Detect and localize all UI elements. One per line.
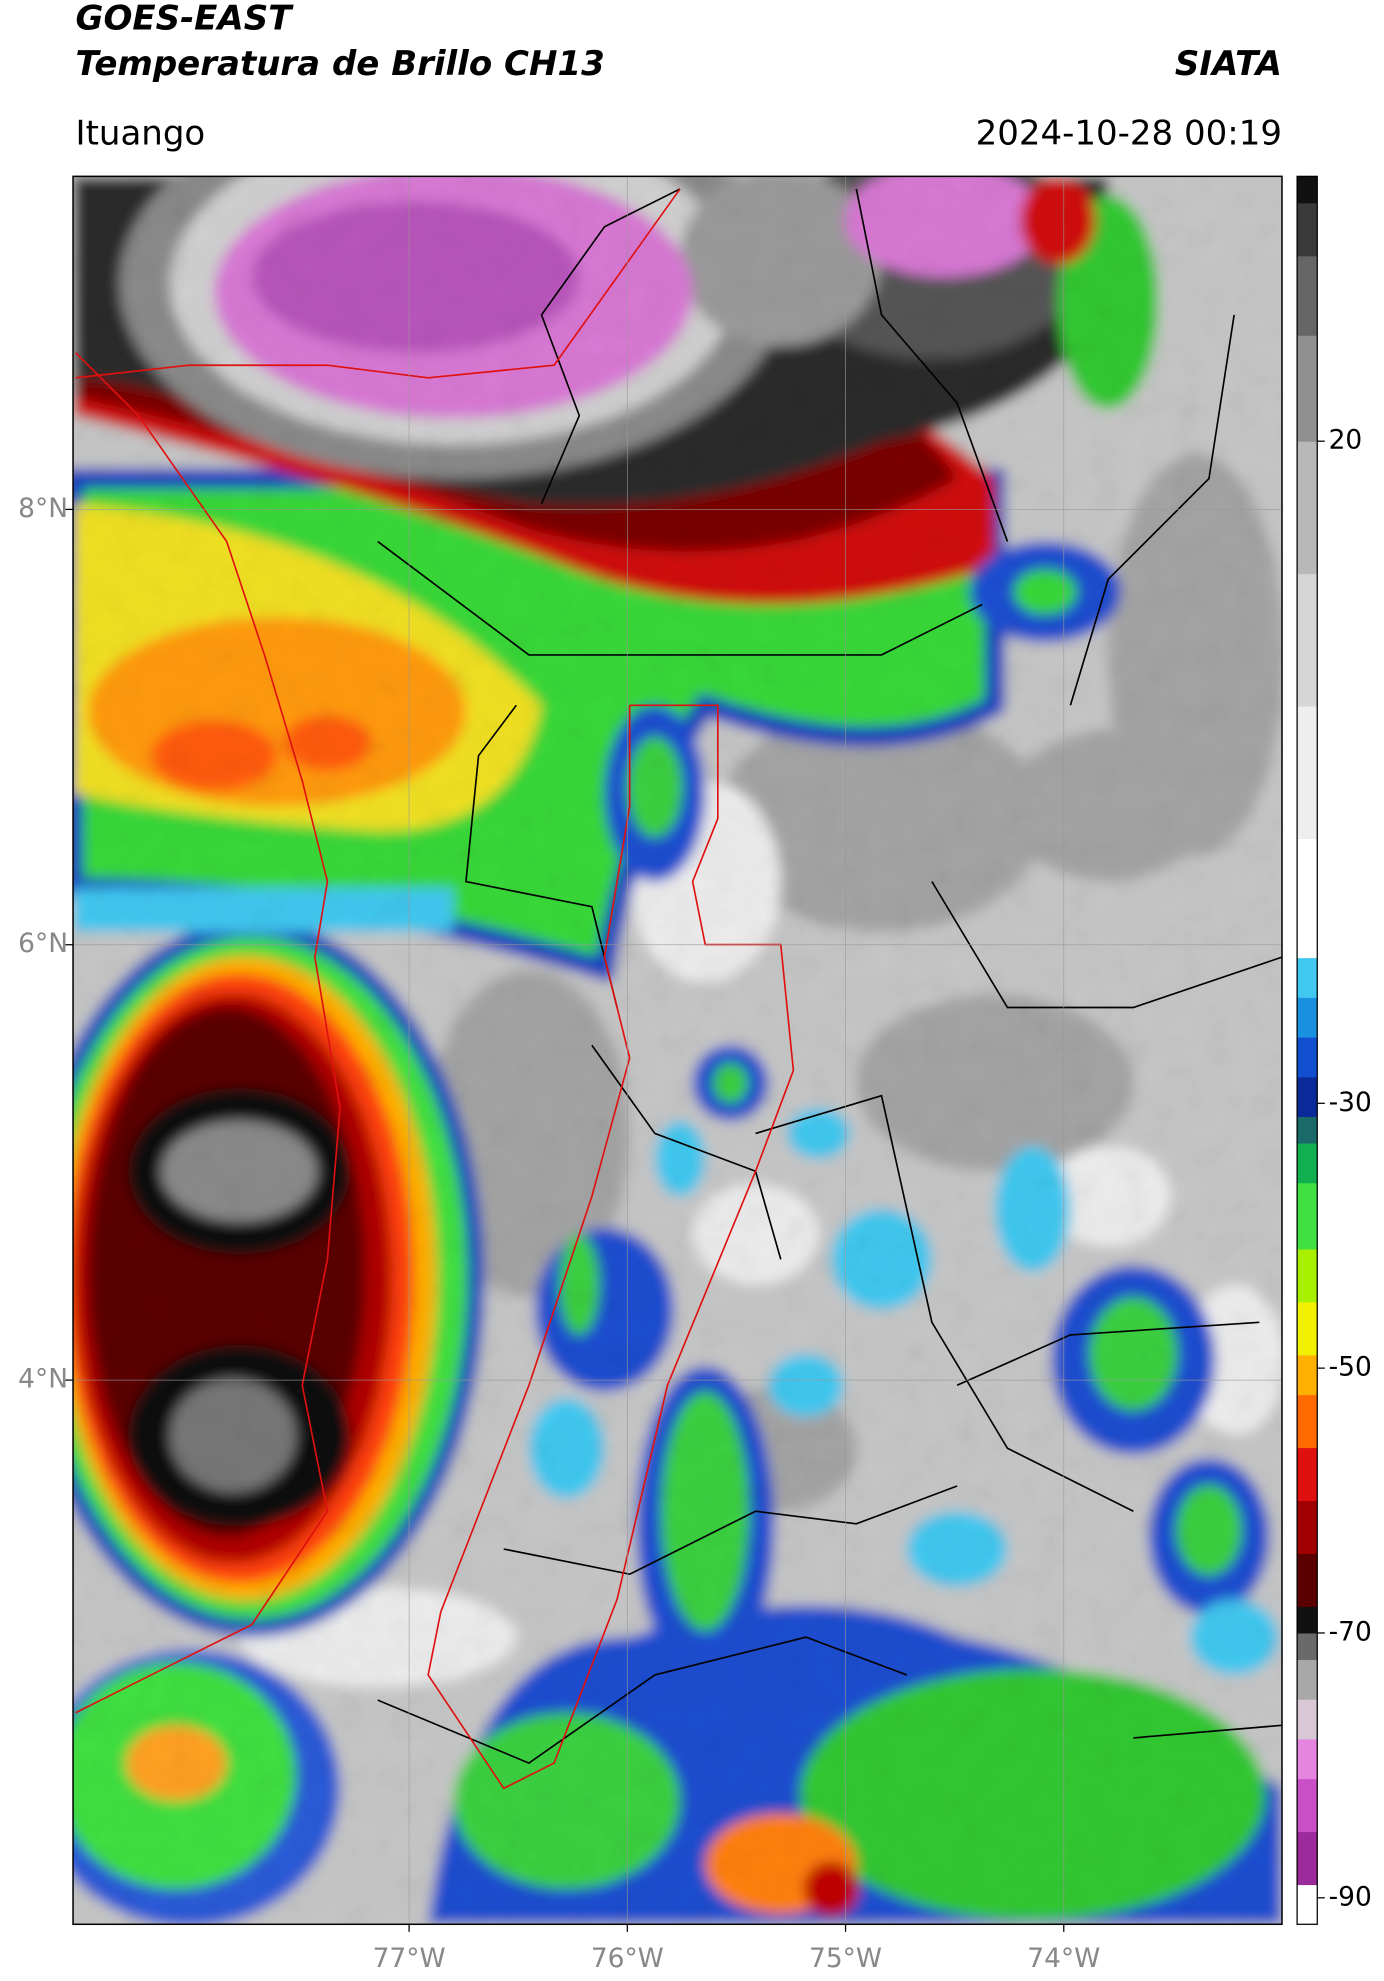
colorbar-tick-label: -70 xyxy=(1329,1616,1372,1647)
colorbar-segment xyxy=(1297,1632,1318,1660)
colorbar-segment xyxy=(1297,573,1318,707)
colorbar-tick-label: -30 xyxy=(1329,1087,1372,1118)
border xyxy=(503,1485,958,1576)
colorbar-segment xyxy=(1297,255,1318,336)
satellite-image xyxy=(73,176,1282,1925)
datetime: 2024-10-28 00:19 xyxy=(976,113,1282,153)
border xyxy=(1133,1724,1282,1739)
colorbar-segment xyxy=(1297,1738,1318,1780)
y-tick-label: 4°N xyxy=(18,1364,68,1395)
border xyxy=(1069,314,1235,706)
colorbar-segment xyxy=(1297,1500,1318,1555)
colorbar-segment xyxy=(1297,1778,1318,1833)
x-tick-label: 75°W xyxy=(809,1943,882,1974)
colorbar-segment xyxy=(1297,1182,1318,1250)
border xyxy=(377,1636,908,1765)
axes: 77°W 76°W 75°W 74°W 4°N 6°N 8°N xyxy=(18,176,1282,1974)
colorbar-segment xyxy=(1297,1301,1318,1356)
colorbar-segment xyxy=(1297,1447,1318,1502)
x-tick-label: 77°W xyxy=(373,1943,446,1974)
colorbar-segment xyxy=(1297,1354,1318,1396)
subtitle: Temperatura de Brillo CH13 xyxy=(76,44,605,84)
colorbar-segment xyxy=(1297,1553,1318,1607)
border xyxy=(427,704,795,1790)
colorbar-tick-label: -90 xyxy=(1329,1881,1372,1912)
colorbar-segment xyxy=(1297,838,1318,959)
colorbar-segment xyxy=(1297,706,1318,839)
y-tick-label: 8°N xyxy=(18,493,68,524)
colorbar-segment xyxy=(1297,957,1318,998)
x-tick-label: 76°W xyxy=(591,1943,664,1974)
border xyxy=(956,1321,1260,1387)
x-tick-label: 74°W xyxy=(1027,1943,1100,1974)
source: SIATA xyxy=(1175,44,1282,84)
colorbar-segment xyxy=(1297,1831,1318,1886)
colorbar-segment xyxy=(1297,1076,1318,1118)
border xyxy=(755,1094,1134,1512)
colorbar-segment xyxy=(1297,441,1318,575)
colorbar-frame xyxy=(1296,175,1318,1925)
border xyxy=(591,1044,782,1260)
colorbar-segment xyxy=(1297,1699,1318,1740)
border xyxy=(377,540,983,656)
colorbar-segment xyxy=(1297,997,1318,1038)
colorbar-segment xyxy=(1297,1248,1318,1303)
map-frame xyxy=(72,175,1283,1926)
border xyxy=(855,188,1009,542)
colorbar-segment xyxy=(1297,335,1318,442)
colorbar: -90 -70 -50 -30 20 xyxy=(1296,175,1372,1925)
colorbar-segment xyxy=(1297,1116,1318,1144)
colorbar-segment xyxy=(1297,202,1318,257)
y-tick-label: 6°N xyxy=(18,928,68,959)
colorbar-tick-label: 20 xyxy=(1329,425,1363,456)
title: GOES-EAST xyxy=(76,0,295,39)
border xyxy=(465,704,618,1008)
border xyxy=(74,352,341,1714)
colorbar-segment xyxy=(1297,1606,1318,1634)
colorbar-segment xyxy=(1297,1143,1318,1184)
colorbar-segment xyxy=(1297,1884,1318,1925)
colorbar-tick-label: -50 xyxy=(1329,1352,1372,1383)
border xyxy=(75,188,681,379)
border xyxy=(540,188,681,505)
colorbar-segment xyxy=(1297,1037,1318,1078)
colorbar-segment xyxy=(1297,1394,1318,1449)
colorbar-segment xyxy=(1297,176,1318,204)
location: Ituango xyxy=(76,113,206,153)
texture xyxy=(73,176,1282,1925)
colorbar-segment xyxy=(1297,1659,1318,1700)
